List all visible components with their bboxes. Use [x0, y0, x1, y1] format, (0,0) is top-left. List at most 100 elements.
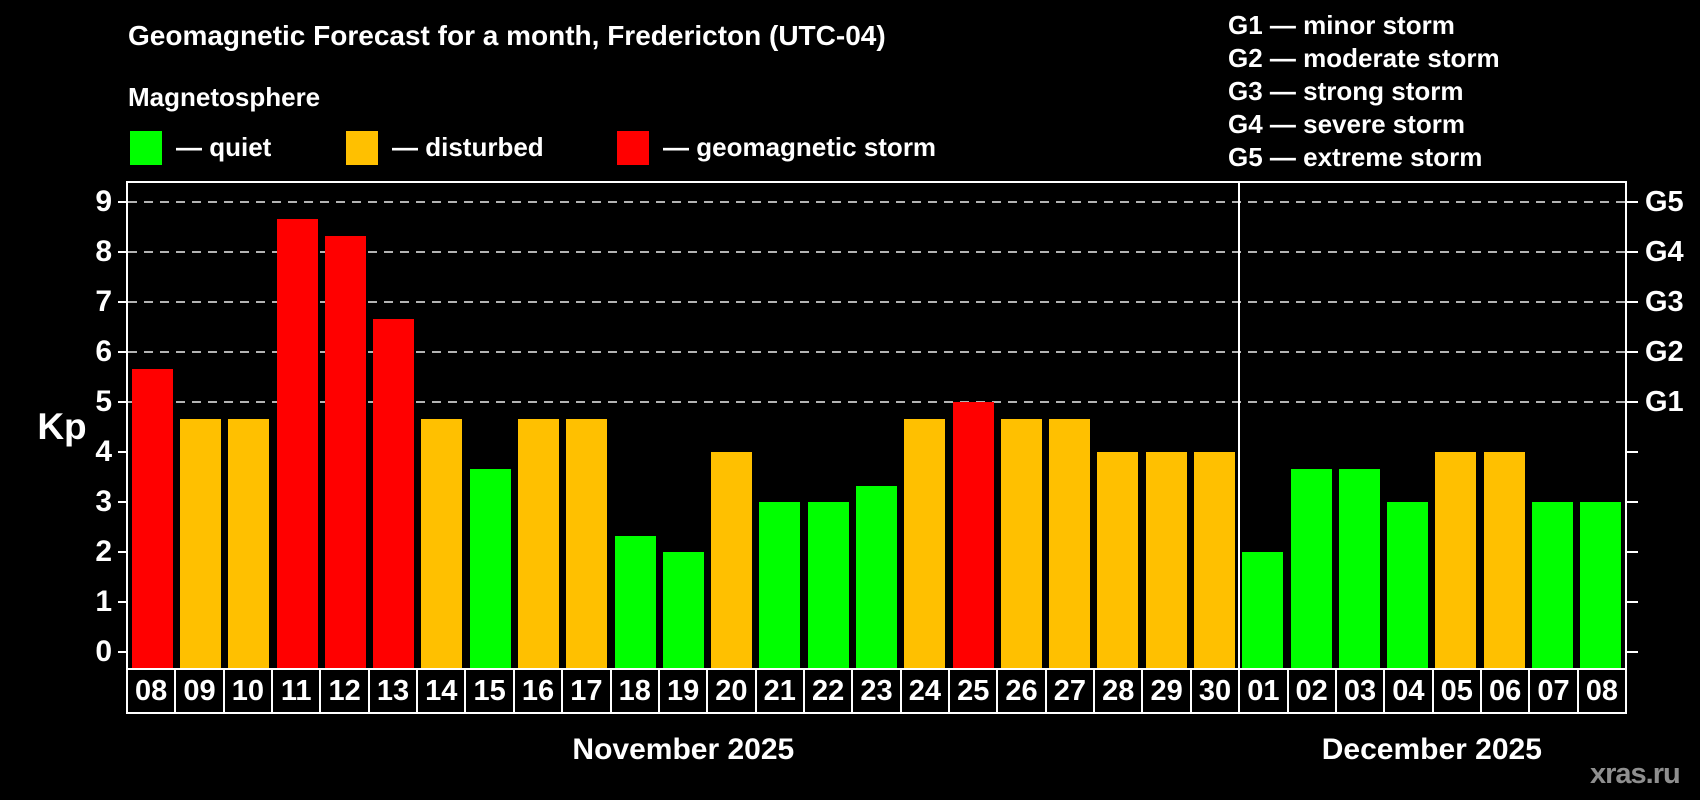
y-tick-label-3: 3 — [95, 485, 112, 518]
plot-area — [126, 181, 1627, 668]
watermark: xras.ru — [1590, 758, 1681, 790]
g-legend-line: G5 — extreme storm — [1228, 142, 1483, 172]
bar-day-06 — [1483, 452, 1525, 668]
day-cell-06: 06 — [1481, 670, 1529, 712]
day-cell-21: 21 — [756, 670, 803, 712]
g-legend-line: G3 — strong storm — [1228, 76, 1464, 106]
bar-day-07 — [1532, 502, 1574, 668]
day-cell-14: 14 — [418, 670, 465, 712]
right-tick-kp0 — [1627, 651, 1638, 653]
bar-day-09 — [179, 418, 221, 668]
quiet-swatch-icon — [130, 130, 162, 165]
left-tick-kp7 — [118, 301, 128, 303]
day-cell-08: 08 — [128, 670, 175, 712]
gridline-kp7 — [128, 301, 1625, 303]
g-scale-legend: G1 — minor storm G2 — moderate storm G3 — … — [1228, 9, 1500, 174]
day-cell-19: 19 — [659, 670, 707, 712]
bar-day-14 — [421, 418, 463, 668]
right-tick-kp4 — [1627, 451, 1638, 453]
bar-day-18 — [614, 535, 656, 668]
y-tick-label-6: 6 — [95, 335, 112, 368]
bar-day-08 — [131, 368, 173, 668]
bar-day-10 — [228, 418, 270, 668]
day-cell-26: 26 — [998, 670, 1045, 712]
month-divider — [1237, 183, 1240, 668]
day-cell-04: 04 — [1385, 670, 1432, 712]
right-axis-label-G3: G3 — [1645, 286, 1684, 318]
left-tick-kp0 — [118, 651, 128, 653]
right-tick-kp5 — [1627, 401, 1638, 403]
day-cell-15: 15 — [466, 670, 513, 712]
month-label-0: November 2025 — [572, 733, 795, 766]
y-tick-label-5: 5 — [95, 385, 112, 418]
y-tick-label-7: 7 — [95, 285, 112, 318]
gridline-kp9 — [128, 201, 1625, 203]
left-tick-kp1 — [118, 601, 128, 603]
bar-day-13 — [373, 318, 415, 668]
day-cell-08: 08 — [1578, 670, 1625, 712]
legend-item-quiet: — quiet — [130, 130, 271, 165]
y-tick-label-4: 4 — [95, 435, 112, 468]
bar-day-04 — [1387, 502, 1429, 668]
bar-day-29 — [1145, 452, 1187, 668]
left-tick-kp2 — [118, 551, 128, 553]
day-cell-12: 12 — [321, 670, 368, 712]
legend-item-disturbed: — disturbed — [346, 130, 544, 165]
day-cell-25: 25 — [950, 670, 997, 712]
bar-day-05 — [1435, 452, 1477, 668]
legend-label: — geomagnetic storm — [663, 132, 937, 162]
right-tick-kp3 — [1627, 501, 1638, 503]
left-tick-kp5 — [118, 401, 128, 403]
bar-day-02 — [1290, 468, 1332, 668]
day-cell-07: 07 — [1530, 670, 1577, 712]
legend-label: — quiet — [176, 132, 272, 162]
month-label-1: December 2025 — [1321, 733, 1542, 766]
y-axis-title: Kp — [37, 406, 87, 447]
g-legend-line: G1 — minor storm — [1228, 10, 1455, 40]
bar-day-17 — [566, 418, 608, 668]
bar-day-12 — [324, 235, 366, 668]
g-legend-line: G2 — moderate storm — [1228, 43, 1500, 73]
gridline-kp8 — [128, 251, 1625, 253]
gridline-kp6 — [128, 351, 1625, 353]
y-tick-label-9: 9 — [95, 185, 112, 218]
day-cell-30: 30 — [1191, 670, 1239, 712]
day-cell-27: 27 — [1046, 670, 1094, 712]
day-cell-29: 29 — [1143, 670, 1190, 712]
bar-day-25 — [952, 402, 994, 668]
bar-day-22 — [807, 502, 849, 668]
bar-day-21 — [759, 502, 801, 668]
right-tick-kp8 — [1627, 251, 1638, 253]
bar-day-01 — [1242, 552, 1284, 668]
bar-day-03 — [1338, 468, 1380, 668]
right-tick-kp6 — [1627, 351, 1638, 353]
right-axis-label-G2: G2 — [1645, 336, 1684, 368]
y-tick-label-2: 2 — [95, 535, 112, 568]
day-cell-01: 01 — [1240, 670, 1287, 712]
bar-day-28 — [1097, 452, 1139, 668]
disturbed-swatch-icon — [346, 130, 378, 165]
bar-day-23 — [856, 485, 897, 668]
right-tick-kp9 — [1627, 201, 1638, 203]
day-cell-17: 17 — [563, 670, 610, 712]
bar-day-26 — [1000, 418, 1042, 668]
legend-label: — disturbed — [392, 132, 544, 162]
left-tick-kp3 — [118, 501, 128, 503]
day-cell-18: 18 — [611, 670, 658, 712]
bar-day-16 — [517, 418, 559, 668]
bar-day-08 — [1580, 502, 1622, 668]
day-cell-10: 10 — [224, 670, 272, 712]
right-tick-kp7 — [1627, 301, 1638, 303]
left-tick-kp4 — [118, 451, 128, 453]
right-axis-label-G4: G4 — [1645, 236, 1684, 268]
bar-day-15 — [469, 468, 511, 668]
bar-day-19 — [662, 552, 704, 668]
chart-subtitle: Magnetosphere — [128, 82, 321, 112]
day-cell-03: 03 — [1336, 670, 1384, 712]
right-axis-label-G1: G1 — [1645, 386, 1684, 418]
x-axis-day-row: 08 09 10 11 12 13 14 15 16 17 18 19 20 21 22 23 24 25 26 27… — [126, 668, 1627, 714]
bar-day-24 — [904, 418, 946, 668]
right-tick-kp1 — [1627, 601, 1638, 603]
g-legend-line: G4 — severe storm — [1228, 109, 1466, 139]
legend-item-storm: — geomagnetic storm — [617, 130, 936, 165]
